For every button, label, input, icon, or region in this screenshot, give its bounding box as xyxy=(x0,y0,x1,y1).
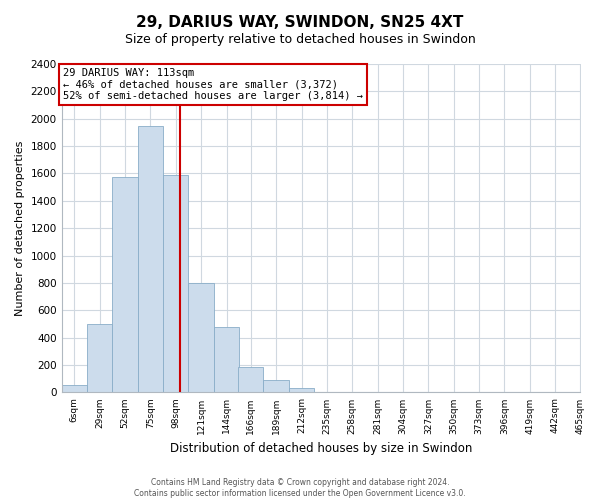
Bar xyxy=(163,175,188,392)
Text: Size of property relative to detached houses in Swindon: Size of property relative to detached ho… xyxy=(125,32,475,46)
Text: Contains HM Land Registry data © Crown copyright and database right 2024.
Contai: Contains HM Land Registry data © Crown c… xyxy=(134,478,466,498)
Bar xyxy=(87,324,112,392)
Bar xyxy=(138,126,163,392)
Bar xyxy=(238,367,263,392)
Bar xyxy=(62,385,87,392)
Y-axis label: Number of detached properties: Number of detached properties xyxy=(15,140,25,316)
X-axis label: Distribution of detached houses by size in Swindon: Distribution of detached houses by size … xyxy=(170,442,472,455)
Bar xyxy=(112,177,138,392)
Bar xyxy=(188,283,214,393)
Bar xyxy=(214,328,239,392)
Text: 29, DARIUS WAY, SWINDON, SN25 4XT: 29, DARIUS WAY, SWINDON, SN25 4XT xyxy=(136,15,464,30)
Bar xyxy=(263,380,289,392)
Text: 29 DARIUS WAY: 113sqm
← 46% of detached houses are smaller (3,372)
52% of semi-d: 29 DARIUS WAY: 113sqm ← 46% of detached … xyxy=(63,68,363,102)
Bar xyxy=(289,388,314,392)
